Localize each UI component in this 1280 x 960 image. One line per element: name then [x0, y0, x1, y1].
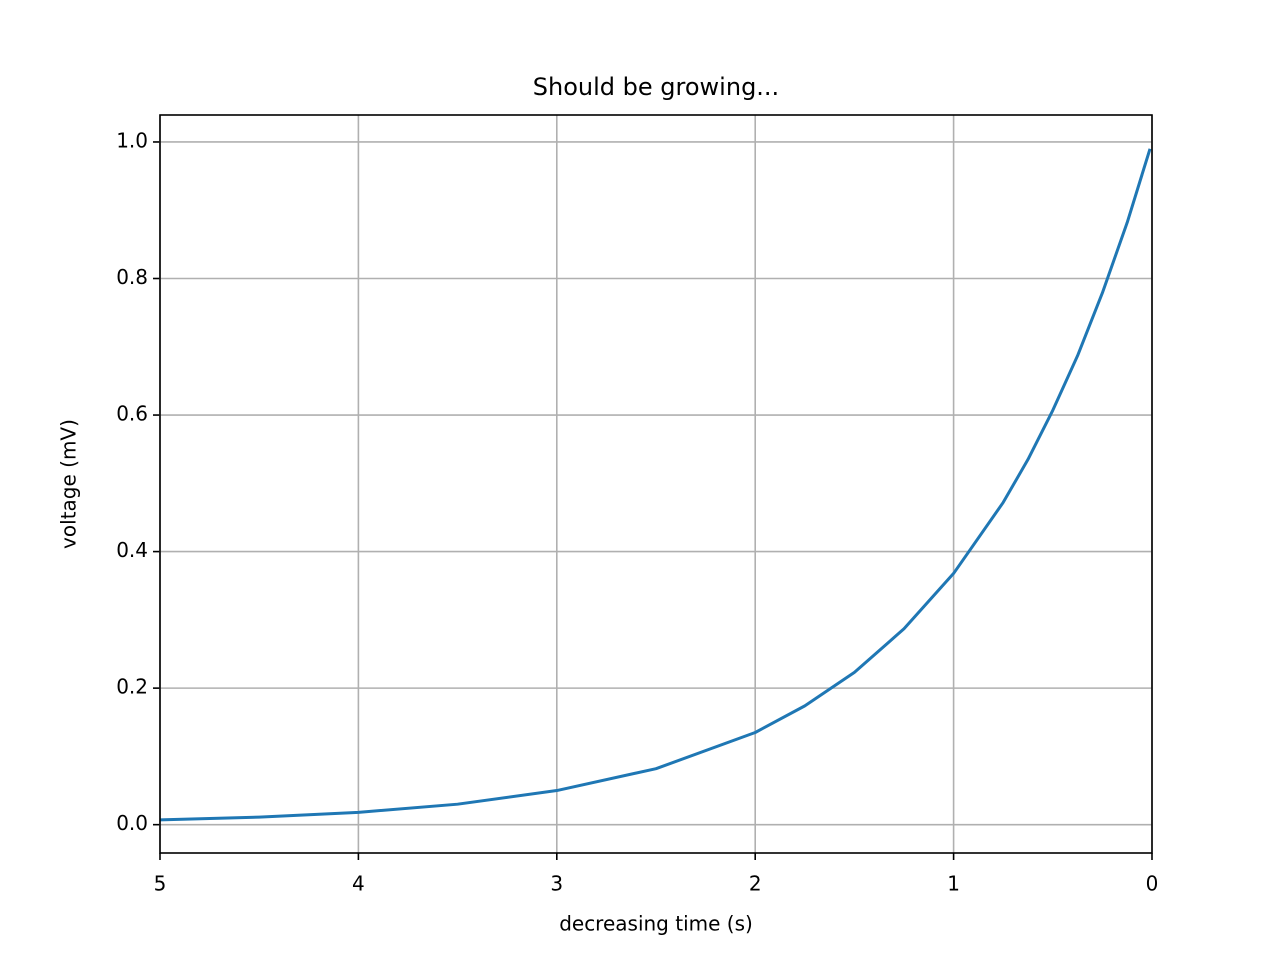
x-tick-label: 5 — [154, 872, 167, 896]
x-axis-label: decreasing time (s) — [559, 912, 753, 936]
chart-title: Should be growing... — [533, 73, 779, 101]
y-axis-label: voltage (mV) — [57, 419, 81, 549]
x-tick-label: 2 — [749, 872, 762, 896]
x-tick-label: 1 — [947, 872, 960, 896]
y-tick-label: 0.4 — [116, 538, 148, 562]
data-line — [159, 148, 1152, 822]
x-tick-label: 4 — [352, 872, 365, 896]
y-tick-label: 0.8 — [116, 265, 148, 289]
y-tick-label: 1.0 — [116, 128, 148, 152]
x-tick-label: 0 — [1146, 872, 1159, 896]
plot-frame — [159, 114, 1153, 854]
y-tick-label: 0.6 — [116, 402, 148, 426]
x-tick-label: 3 — [550, 872, 563, 896]
y-tick-label: 0.2 — [116, 675, 148, 699]
y-tick-label: 0.0 — [116, 811, 148, 835]
